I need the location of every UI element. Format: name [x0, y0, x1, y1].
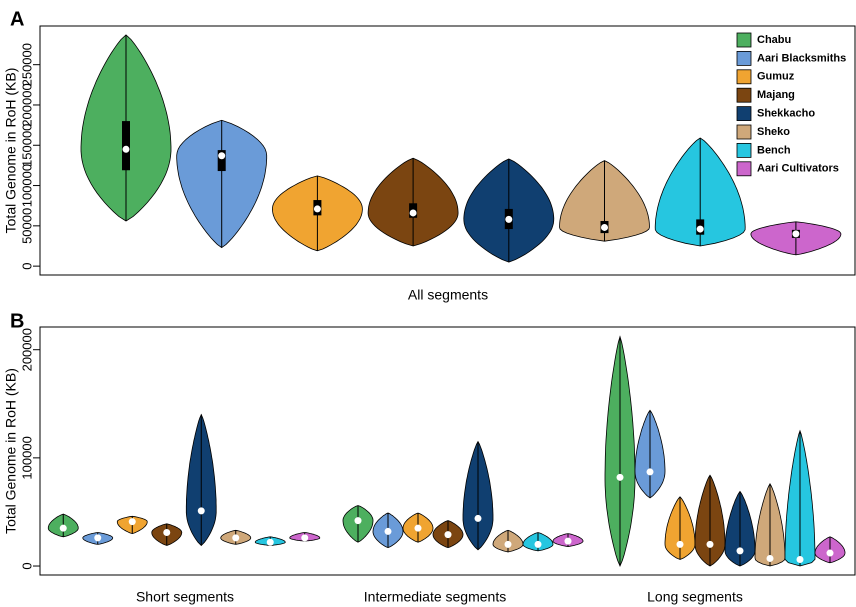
median-dot — [534, 540, 542, 548]
median-dot — [646, 468, 654, 476]
median-dot — [505, 215, 513, 223]
median-dot — [94, 534, 102, 542]
legend-swatch — [736, 51, 752, 66]
legend-swatch — [736, 161, 752, 177]
median-dot — [218, 152, 226, 160]
y-tick-label: 100000 — [19, 436, 34, 479]
x-axis-label: All segments — [408, 287, 488, 303]
median-dot — [354, 517, 362, 525]
median-dot — [301, 534, 309, 542]
panel-label: A — [10, 8, 24, 30]
legend-swatch — [736, 87, 752, 103]
legend-swatch — [736, 32, 752, 48]
median-dot — [676, 540, 684, 548]
legend-label: Bench — [757, 144, 791, 156]
median-dot — [122, 145, 130, 153]
legend-label: Sheko — [757, 126, 790, 138]
legend-swatch — [736, 106, 752, 121]
median-dot — [706, 540, 714, 548]
median-dot — [444, 531, 452, 539]
plot-frame — [39, 326, 856, 576]
median-dot — [266, 538, 274, 546]
y-tick-label: 200000 — [19, 328, 34, 371]
legend-label: Shekkacho — [757, 108, 815, 120]
median-dot — [826, 549, 834, 557]
iqr-box — [217, 150, 226, 172]
iqr-box — [122, 121, 130, 171]
median-dot — [409, 209, 417, 217]
median-dot — [616, 473, 624, 481]
median-dot — [414, 524, 422, 532]
legend-swatch — [736, 69, 752, 85]
legend-swatch — [736, 142, 752, 158]
y-tick-label: 100000 — [19, 164, 34, 207]
y-tick-label: 0 — [19, 562, 34, 569]
y-axis-label: Total Genome in RoH (KB) — [3, 368, 19, 534]
legend-label: Aari Blacksmiths — [757, 52, 846, 64]
median-dot — [474, 514, 482, 522]
legend-swatch — [736, 124, 752, 140]
median-dot — [384, 527, 392, 535]
plot-frame — [39, 25, 856, 276]
legend-label: Gumuz — [757, 71, 795, 83]
median-dot — [197, 507, 205, 515]
x-category-label: Long segments — [647, 589, 743, 605]
median-dot — [601, 223, 608, 231]
median-dot — [163, 528, 171, 536]
median-dot — [59, 524, 67, 532]
y-tick-label: 200000 — [19, 83, 34, 126]
median-dot — [696, 225, 704, 233]
legend-label: Chabu — [757, 34, 791, 46]
y-tick-label: 150000 — [19, 124, 34, 167]
panel-label: B — [10, 310, 24, 332]
median-dot — [796, 556, 804, 564]
x-category-label: Short segments — [136, 589, 234, 605]
median-dot — [504, 540, 512, 548]
y-tick-label: 250000 — [19, 43, 34, 86]
median-dot — [792, 230, 800, 238]
legend-label: Majang — [757, 89, 795, 101]
median-dot — [564, 537, 572, 545]
median-dot — [766, 554, 774, 562]
median-dot — [313, 205, 321, 213]
y-tick-label: 50000 — [19, 208, 34, 244]
median-dot — [128, 518, 136, 526]
y-axis-label: Total Genome in RoH (KB) — [3, 68, 19, 234]
x-category-label: Intermediate segments — [364, 589, 506, 605]
y-tick-label: 0 — [19, 263, 34, 270]
median-dot — [736, 547, 744, 555]
legend-label: Aari Cultivators — [757, 163, 839, 175]
median-dot — [232, 534, 240, 542]
